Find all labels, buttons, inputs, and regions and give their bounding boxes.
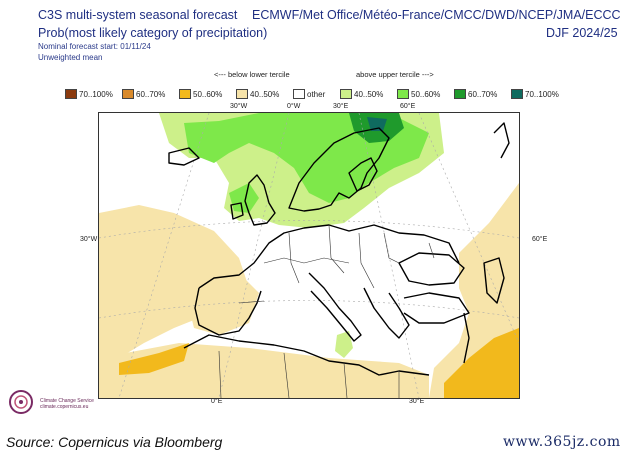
legend-label: 50..60% [193, 89, 223, 99]
tick-top-60e: 60°E [400, 103, 416, 110]
legend-label: 70..100% [525, 89, 559, 99]
legend-swatch [236, 89, 248, 99]
legend-item: 50..60% [179, 87, 233, 101]
region-above-70-100-scandinavia [367, 117, 387, 131]
legend-item: 50..60% [397, 87, 451, 101]
forecast-title: C3S multi-system seasonal forecast [38, 8, 238, 22]
legend-item: 70..100% [65, 87, 119, 101]
legend-below-label: <--- below lower tercile [214, 70, 290, 79]
country-borders [218, 224, 435, 398]
legend-label: 40..50% [250, 89, 280, 99]
legend-swatch [511, 89, 523, 99]
legend-label: 50..60% [411, 89, 441, 99]
region-below-40-50-west [99, 205, 249, 363]
logo-caption: Climate Change Service climate.copernicu… [40, 398, 100, 410]
legend-above-label: above upper tercile ---> [356, 70, 434, 79]
legend-swatch [65, 89, 77, 99]
coastlines [168, 122, 510, 376]
tick-bottom-30e: 30°E [409, 398, 425, 405]
tick-left-30w: 30°W [80, 236, 98, 243]
legend-label: 60..70% [136, 89, 166, 99]
logo-service-name: Climate Change Service [40, 398, 94, 404]
map-canvas [99, 113, 519, 398]
region-below-50-60-southeast [444, 328, 519, 398]
tick-top-0w: 0°W [287, 103, 301, 110]
tick-top-30w: 30°W [230, 103, 248, 110]
forecast-map [98, 112, 520, 399]
legend-label: 70..100% [79, 89, 113, 99]
legend-label: 40..50% [354, 89, 384, 99]
legend: 70..100% 60..70% 50..60% 40..50% other 4… [65, 87, 568, 101]
legend-swatch [454, 89, 466, 99]
tick-right-60e: 60°E [532, 236, 548, 243]
legend-swatch [340, 89, 352, 99]
legend-swatch [179, 89, 191, 99]
legend-swatch [122, 89, 134, 99]
legend-item: 60..70% [122, 87, 176, 101]
tick-top-30e: 30°E [333, 103, 349, 110]
watermark: www.365jz.com [503, 434, 621, 450]
legend-item: 40..50% [236, 87, 290, 101]
source-credit: Source: Copernicus via Bloomberg [6, 434, 223, 450]
forecast-subtitle: Prob(most likely category of precipitati… [38, 26, 268, 40]
tick-bottom-0e: 0°E [211, 398, 223, 405]
region-below-50-60-nw-africa [119, 343, 189, 375]
season-label: DJF 2024/25 [546, 26, 618, 40]
legend-swatch [293, 89, 305, 99]
region-above-40-50-sardinia [335, 331, 353, 358]
legend-swatch [397, 89, 409, 99]
region-above-50-60-scotland [229, 183, 259, 213]
legend-item: 70..100% [511, 87, 565, 101]
nominal-start-date: Nominal forecast start: 01/11/24 [38, 42, 151, 51]
legend-item: 40..50% [340, 87, 394, 101]
legend-label: other [307, 89, 326, 99]
region-below-40-50-iberia [189, 278, 259, 335]
models-list: ECMWF/Met Office/Météo-France/CMCC/DWD/N… [252, 8, 621, 22]
logo-url: climate.copernicus.eu [40, 404, 89, 410]
legend-item: 60..70% [454, 87, 508, 101]
legend-label: 60..70% [468, 89, 498, 99]
weighting-label: Unweighted mean [38, 53, 103, 62]
legend-item: other [293, 87, 337, 101]
copernicus-logo-icon [6, 388, 36, 422]
graticule [99, 113, 519, 398]
